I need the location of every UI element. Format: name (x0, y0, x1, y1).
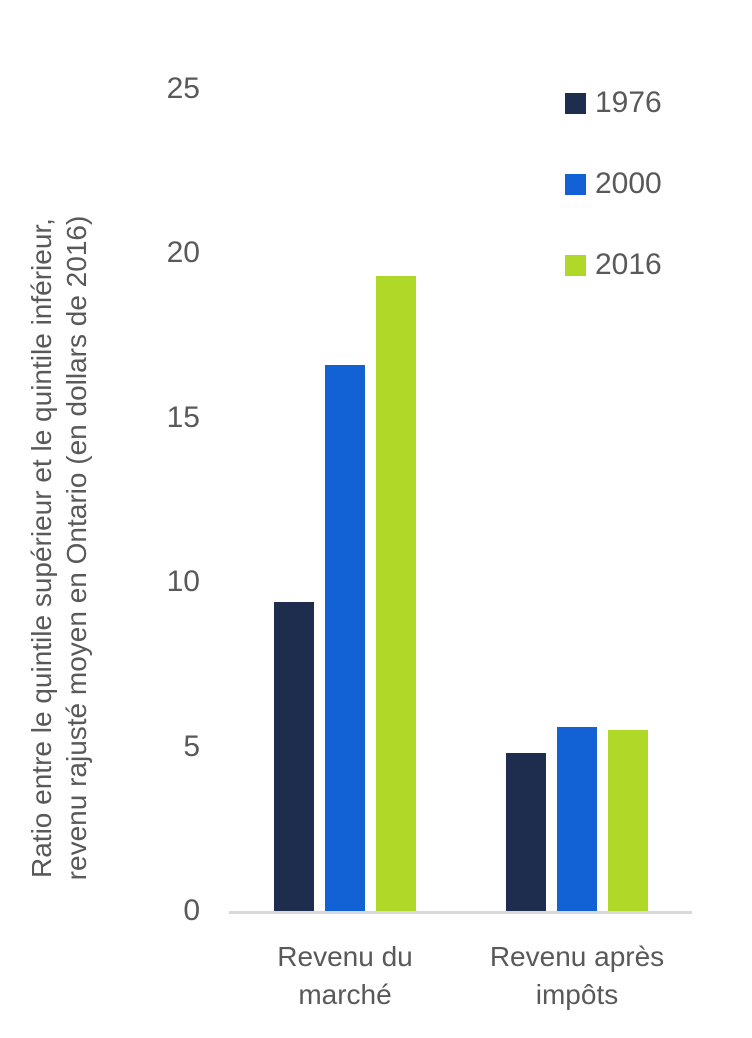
bar-2000-revenu-du-marche (325, 364, 365, 911)
legend-label-2000: 2000 (595, 167, 662, 200)
legend-swatch-2016 (565, 254, 586, 276)
y-tick-label-25: 25 (166, 71, 200, 105)
legend-item-1976: 1976 (565, 86, 662, 120)
bar-2016-revenu-du-marche (376, 276, 416, 911)
category-label-line: Revenu après (489, 941, 665, 972)
legend-label-1976: 1976 (595, 86, 662, 119)
category-label-line: marché (298, 979, 392, 1010)
x-axis-line (229, 911, 692, 914)
y-tick-label-20: 20 (166, 236, 200, 269)
category-label-line: Revenu du (277, 941, 413, 972)
category-label-line: impôts (535, 979, 619, 1010)
legend-swatch-1976 (565, 92, 586, 114)
legend-swatch-2000 (565, 173, 586, 195)
category-label-revenu-apres-impots: Revenu après impôts (427, 938, 727, 1014)
legend-label-2016: 2016 (595, 248, 662, 281)
y-tick-label-10: 10 (166, 565, 200, 598)
bar-2000-revenu-apres-impots (557, 726, 597, 911)
bar-1976-revenu-du-marche (274, 601, 314, 911)
legend-item-2016: 2016 (565, 248, 662, 282)
y-tick-label-0: 0 (183, 894, 200, 927)
category-label-revenu-du-marche: Revenu du marché (195, 938, 495, 1014)
y-tick-label-5: 5 (183, 729, 200, 763)
legend-item-2000: 2000 (565, 167, 662, 201)
bar-1976-revenu-apres-impots (506, 753, 546, 911)
y-tick-label-15: 15 (166, 400, 200, 434)
bar-2016-revenu-apres-impots (608, 730, 648, 911)
